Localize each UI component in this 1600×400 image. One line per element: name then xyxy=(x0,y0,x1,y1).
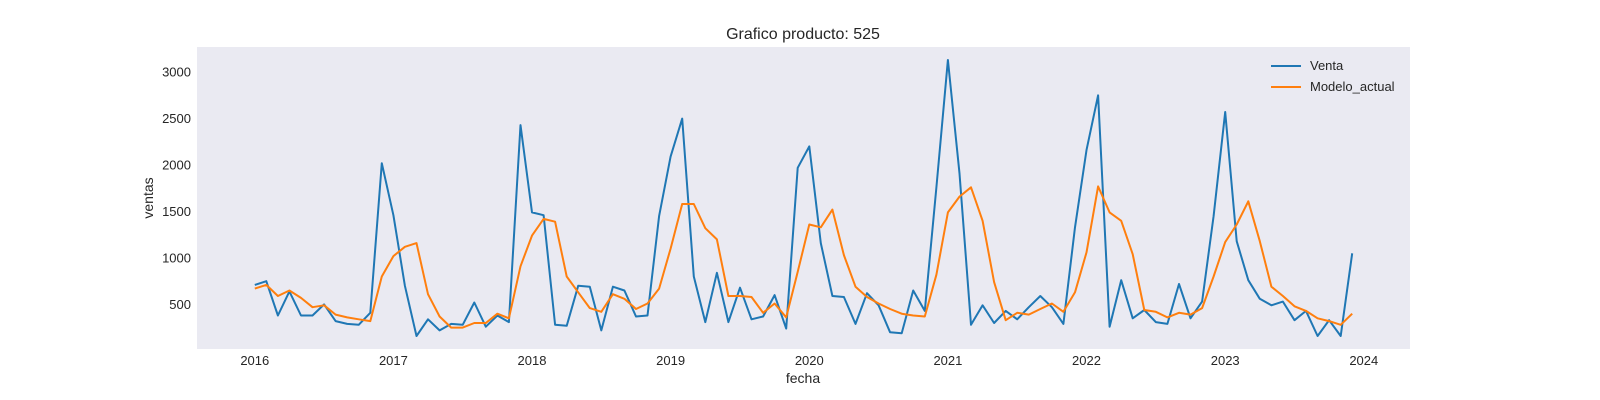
chart-title: Grafico producto: 525 xyxy=(726,26,880,43)
series-line-modelo-actual xyxy=(254,185,1353,329)
y-axis-label: ventas xyxy=(140,177,156,218)
legend: Venta Modelo_actual xyxy=(1271,58,1395,94)
x-tick-label: 2021 xyxy=(933,353,962,368)
x-tick-label: 2018 xyxy=(518,353,547,368)
legend-label-venta: Venta xyxy=(1310,58,1344,73)
y-tick-labels: 500 1000 1500 2000 2500 3000 xyxy=(162,65,191,312)
x-tick-label: 2019 xyxy=(656,353,685,368)
x-tick-label: 2024 xyxy=(1349,353,1378,368)
plot-area xyxy=(197,47,1410,349)
x-tick-label: 2017 xyxy=(379,353,408,368)
x-tick-label: 2023 xyxy=(1211,353,1240,368)
x-tick-label: 2022 xyxy=(1072,353,1101,368)
series-layer xyxy=(254,59,1354,337)
x-tick-label: 2020 xyxy=(795,353,824,368)
x-tick-labels: 2016 2017 2018 2019 2020 2021 2022 2023 2024 xyxy=(240,353,1378,368)
y-tick-label: 2000 xyxy=(162,158,191,173)
x-tick-label: 2016 xyxy=(240,353,269,368)
x-axis-label: fecha xyxy=(786,370,820,386)
y-tick-label: 1000 xyxy=(162,250,191,265)
legend-label-modelo-actual: Modelo_actual xyxy=(1310,79,1395,94)
y-tick-label: 2500 xyxy=(162,111,191,126)
y-tick-label: 500 xyxy=(169,297,191,312)
y-tick-label: 1500 xyxy=(162,204,191,219)
y-tick-label: 3000 xyxy=(162,65,191,80)
